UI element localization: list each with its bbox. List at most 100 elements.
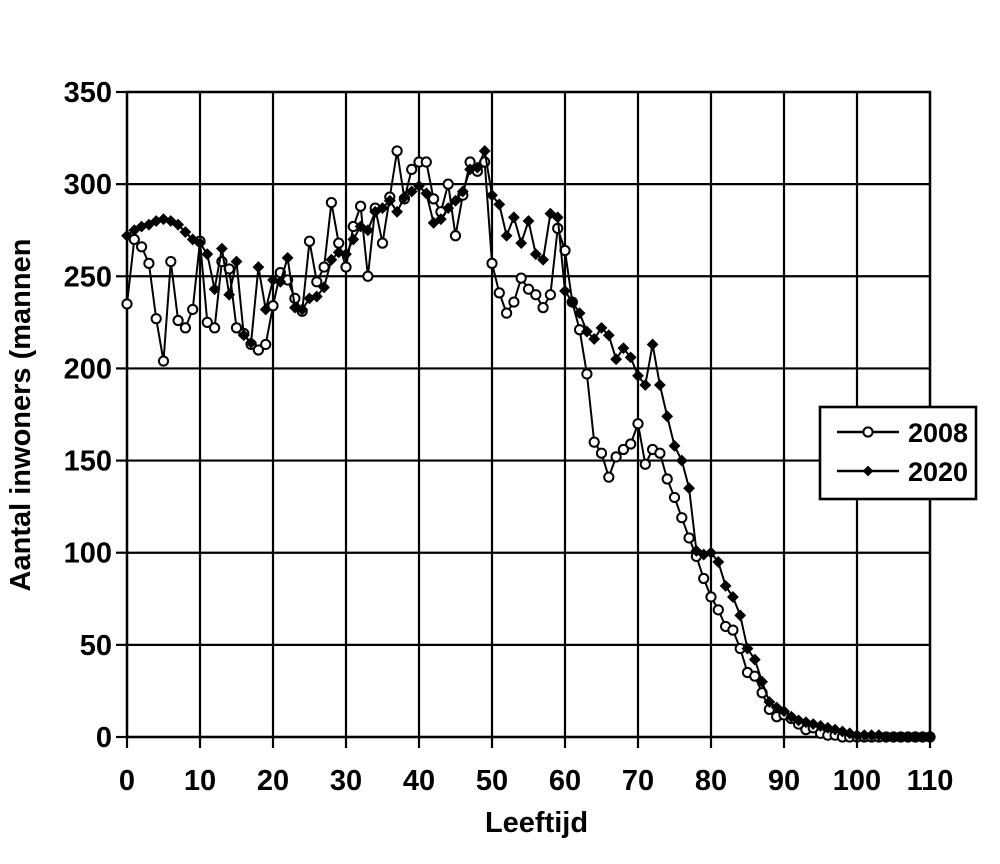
- point-2020-age-85: [741, 642, 754, 655]
- point-2020-age-43: [434, 213, 447, 226]
- point-2008-age-50: [486, 257, 498, 269]
- point-2008-age-71: [639, 458, 651, 470]
- point-2020-age-8: [179, 226, 192, 238]
- point-2008-age-2: [136, 241, 148, 253]
- point-2020-age-71: [639, 379, 652, 391]
- point-2020-age-22: [281, 251, 294, 264]
- point-2020-age-54: [515, 237, 528, 250]
- point-2008-age-42: [428, 193, 440, 205]
- point-2020-age-48: [471, 161, 484, 174]
- point-2008-age-27: [318, 261, 330, 273]
- point-2020-age-90: [778, 705, 790, 718]
- point-2020-age-49: [478, 145, 491, 157]
- point-2008-age-18: [252, 344, 264, 356]
- point-2020-age-77: [683, 482, 696, 495]
- point-2020-age-68: [617, 342, 630, 355]
- point-2020-age-67: [610, 353, 623, 366]
- point-2020-age-46: [456, 185, 469, 198]
- point-2008-age-8: [179, 322, 191, 334]
- point-2008-age-39: [406, 163, 418, 175]
- point-2008-age-63: [581, 368, 593, 380]
- point-2008-age-70: [632, 418, 644, 430]
- y-tick-label-100: 100: [64, 538, 112, 570]
- point-2008-age-7: [172, 314, 184, 327]
- point-2020-age-83: [726, 591, 739, 603]
- point-2020-age-44: [442, 202, 455, 215]
- point-2008-age-58: [544, 289, 557, 301]
- point-2008-age-75: [668, 491, 681, 504]
- point-2020-age-65: [595, 321, 608, 334]
- point-2020-age-81: [712, 556, 725, 568]
- point-2020-age-51: [493, 198, 506, 211]
- point-2008-age-12: [209, 322, 221, 334]
- point-2020-age-26: [310, 290, 323, 303]
- point-2008-age-37: [391, 145, 403, 157]
- point-2008-age-29: [333, 237, 345, 249]
- y-tick-label-0: 0: [96, 722, 112, 754]
- point-2020-age-31: [347, 233, 360, 246]
- y-tick-label-50: 50: [80, 630, 112, 662]
- point-2020-age-18: [252, 261, 265, 273]
- point-2020-age-35: [376, 202, 389, 215]
- point-2020-age-80: [705, 546, 717, 559]
- x-tick-label-50: 50: [476, 765, 508, 797]
- point-2020-age-14: [223, 288, 236, 301]
- x-tick-label-60: 60: [549, 765, 581, 797]
- point-2008-age-73: [654, 447, 666, 459]
- point-2020-age-62: [573, 307, 586, 320]
- point-2020-age-72: [646, 338, 659, 351]
- point-2020-age-12: [208, 283, 221, 296]
- point-2008-age-32: [355, 200, 367, 212]
- x-tick-label-10: 10: [184, 765, 216, 797]
- point-2008-age-41: [420, 156, 432, 168]
- point-2008-age-26: [311, 276, 323, 288]
- point-2020-age-13: [215, 242, 228, 255]
- point-2008-age-19: [260, 338, 272, 351]
- point-2020-age-66: [602, 329, 615, 342]
- x-tick-label-40: 40: [403, 765, 435, 797]
- point-2008-age-69: [625, 438, 637, 450]
- point-2020-age-52: [500, 229, 513, 242]
- point-2008-age-68: [617, 443, 630, 456]
- point-2020-age-110: [924, 731, 936, 743]
- point-2020-age-57: [537, 253, 550, 266]
- x-tick-label-20: 20: [257, 765, 289, 797]
- point-2008-age-20: [267, 300, 279, 312]
- point-2020-age-91: [785, 710, 798, 723]
- point-2020-age-33: [361, 224, 374, 237]
- point-2020-age-9: [186, 233, 199, 246]
- point-2008-age-3: [143, 257, 155, 269]
- legend-label-2008: 2008: [908, 418, 968, 448]
- point-2020-age-82: [719, 579, 732, 592]
- point-2020-age-96: [821, 721, 834, 734]
- point-2008-age-9: [187, 303, 199, 316]
- point-2020-age-84: [734, 609, 747, 622]
- point-2008-age-77: [683, 532, 695, 544]
- point-2008-age-11: [201, 316, 213, 328]
- point-2020-age-28: [325, 253, 338, 266]
- point-2020-age-69: [624, 351, 637, 364]
- point-2020-age-37: [391, 205, 404, 218]
- x-tick-label-30: 30: [330, 765, 362, 797]
- x-tick-label-110: 110: [907, 765, 954, 797]
- point-2020-age-73: [653, 379, 666, 391]
- plot-area: [127, 92, 930, 737]
- point-2008-age-44: [442, 178, 454, 190]
- point-2008-age-79: [698, 572, 710, 585]
- point-2020-age-59: [551, 211, 564, 224]
- point-2020-age-19: [259, 303, 272, 316]
- point-2020-age-61: [566, 296, 579, 308]
- point-2008-age-4: [150, 313, 162, 325]
- point-2020-age-38: [398, 191, 411, 203]
- point-2020-age-21: [274, 275, 287, 288]
- legend-marker-open-circle-2008: [862, 426, 874, 438]
- point-2020-age-88: [763, 696, 776, 708]
- x-tick-label-100: 100: [833, 765, 881, 797]
- point-2008-age-51: [493, 287, 505, 299]
- point-2020-age-0: [121, 229, 133, 242]
- point-2008-age-25: [303, 235, 316, 247]
- legend-marker-filled-diamond-2020: [862, 465, 874, 477]
- point-2020-age-60: [559, 285, 571, 297]
- point-2008-age-53: [508, 296, 520, 308]
